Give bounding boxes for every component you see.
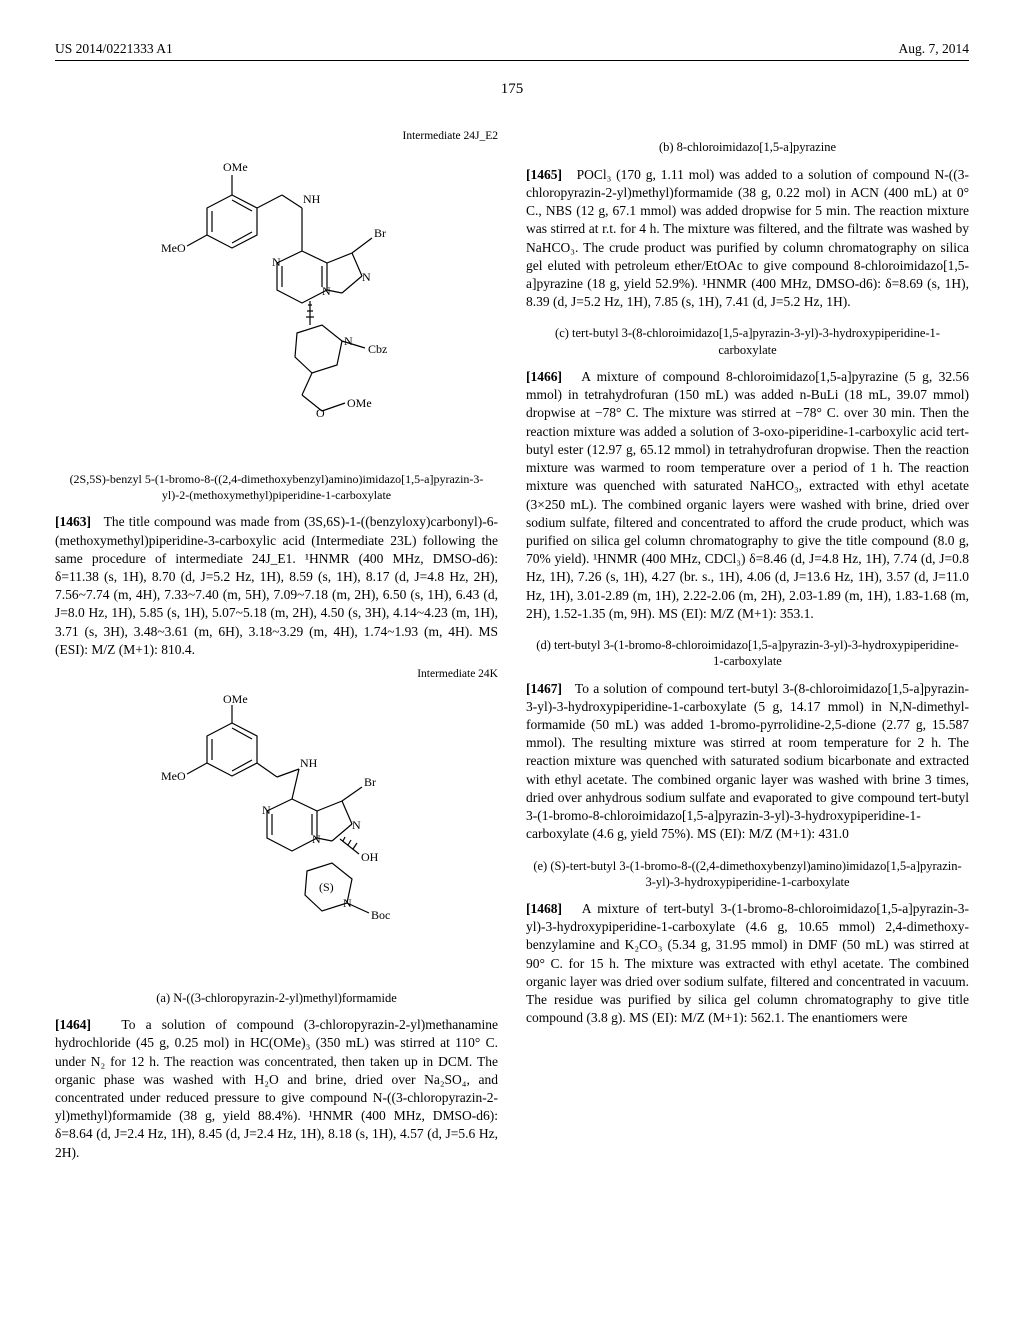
para-num-1465: [1465] (526, 167, 562, 182)
paragraph-1468: [1468] A mixture of tert-butyl 3-(1-brom… (526, 900, 969, 1028)
para-text-1466: A mixture of compound 8-chloroimidazo[1,… (526, 369, 969, 621)
two-column-layout: Intermediate 24J_E2 (55, 125, 969, 1169)
caption-molecule-1: (2S,5S)-benzyl 5-(1-bromo-8-((2,4-dimeth… (55, 472, 498, 503)
label-cbz: Cbz (368, 342, 387, 356)
label2-n2: N (312, 832, 321, 846)
label-nh: NH (303, 192, 321, 206)
label2-s: (S) (319, 880, 334, 894)
paragraph-1463: [1463] The title compound was made from … (55, 513, 498, 659)
label-ome-top: OMe (223, 160, 248, 174)
paragraph-1467: [1467] To a solution of compound tert-bu… (526, 680, 969, 844)
para-num-1463: [1463] (55, 514, 91, 529)
label-n1: N (272, 255, 281, 269)
paragraph-1464: [1464] To a solution of compound (3-chlo… (55, 1016, 498, 1162)
step-d-title: (d) tert-butyl 3-(1-bromo-8-chloroimidaz… (526, 637, 969, 670)
publication-date: Aug. 7, 2014 (899, 40, 970, 58)
para-text-1468: A mixture of tert-butyl 3-(1-bromo-8-chl… (526, 901, 969, 1025)
label-br: Br (374, 226, 386, 240)
page-number: 175 (55, 79, 969, 99)
page-header: US 2014/0221333 A1 Aug. 7, 2014 (55, 40, 969, 61)
label2-n3: N (352, 818, 361, 832)
para-num-1464: [1464] (55, 1017, 91, 1032)
label-meo: MeO (161, 241, 186, 255)
right-column: (b) 8-chloroimidazo[1,5-a]pyrazine [1465… (526, 125, 969, 1169)
label-n2: N (322, 284, 331, 298)
molecule-figure-1: OMe NH Br MeO N N N N Cbz O OMe (55, 153, 498, 458)
label-n3: N (362, 270, 371, 284)
para-num-1468: [1468] (526, 901, 562, 916)
step-e-title: (e) (S)-tert-butyl 3-(1-bromo-8-((2,4-di… (526, 858, 969, 891)
molecule-svg-2: OMe MeO NH Br N N N OH (S) N Boc (147, 691, 407, 971)
step-a-title: (a) N-((3-chloropyrazin-2-yl)methyl)form… (55, 990, 498, 1006)
step-c-title: (c) tert-butyl 3-(8-chloroimidazo[1,5-a]… (526, 325, 969, 358)
label2-n4: N (343, 896, 352, 910)
label2-ome-top: OMe (223, 692, 248, 706)
paragraph-1465: [1465] POCl₃ (170 g, 1.11 mol) was added… (526, 166, 969, 312)
paragraph-1466: [1466] A mixture of compound 8-chloroimi… (526, 368, 969, 623)
label2-boc: Boc (371, 908, 390, 922)
label2-br: Br (364, 775, 376, 789)
label2-nh: NH (300, 756, 318, 770)
para-text-1467: To a solution of compound tert-butyl 3-(… (526, 681, 969, 842)
para-text-1465: POCl₃ (170 g, 1.11 mol) was added to a s… (526, 167, 969, 310)
para-text-1463: The title compound was made from (3S,6S)… (55, 514, 498, 657)
para-num-1467: [1467] (526, 681, 562, 696)
label-ome-bot: OMe (347, 396, 372, 410)
page-container: US 2014/0221333 A1 Aug. 7, 2014 175 Inte… (0, 0, 1024, 1210)
label2-n1: N (262, 803, 271, 817)
intermediate-label-24k: Intermediate 24K (55, 667, 498, 683)
label2-meo: MeO (161, 769, 186, 783)
intermediate-label-24j-e2: Intermediate 24J_E2 (55, 129, 498, 145)
step-b-title: (b) 8-chloroimidazo[1,5-a]pyrazine (526, 139, 969, 155)
patent-number: US 2014/0221333 A1 (55, 40, 173, 58)
para-text-1464: To a solution of compound (3-chloropyraz… (55, 1017, 498, 1160)
label-o: O (316, 406, 325, 420)
label2-oh: OH (361, 850, 379, 864)
left-column: Intermediate 24J_E2 (55, 125, 498, 1169)
label-n4: N (344, 334, 353, 348)
molecule-svg-1: OMe NH Br MeO N N N N Cbz O OMe (147, 153, 407, 453)
para-num-1466: [1466] (526, 369, 562, 384)
molecule-figure-2: OMe MeO NH Br N N N OH (S) N Boc (55, 691, 498, 976)
